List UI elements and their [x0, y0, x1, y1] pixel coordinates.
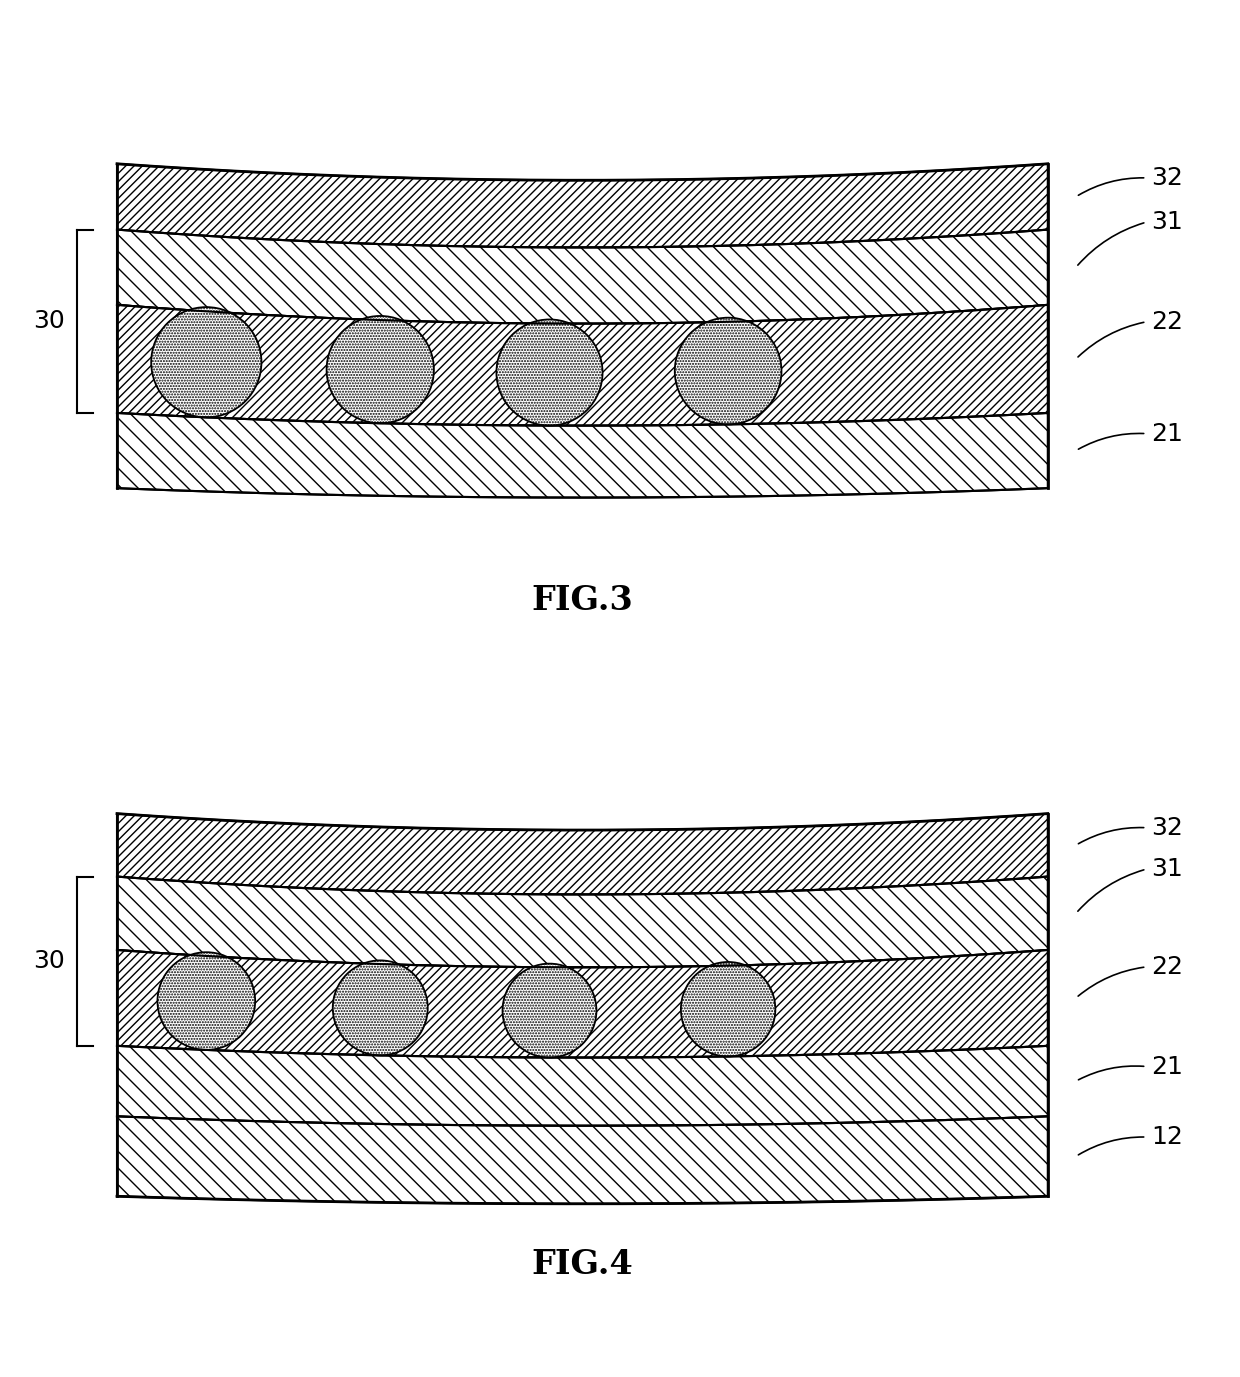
- Text: FIG.3: FIG.3: [532, 584, 634, 617]
- Text: 22: 22: [1151, 954, 1183, 979]
- Polygon shape: [117, 950, 1048, 1058]
- Text: FIG.4: FIG.4: [532, 1249, 634, 1282]
- Circle shape: [496, 319, 603, 425]
- Circle shape: [502, 964, 596, 1058]
- Circle shape: [681, 963, 775, 1056]
- Text: 21: 21: [1151, 421, 1183, 446]
- Text: 31: 31: [1151, 211, 1183, 234]
- Text: 31: 31: [1151, 856, 1183, 881]
- Text: 32: 32: [1151, 165, 1183, 190]
- Text: 12: 12: [1151, 1125, 1183, 1148]
- Text: 32: 32: [1151, 815, 1183, 840]
- Polygon shape: [117, 230, 1048, 324]
- Polygon shape: [117, 877, 1048, 967]
- Text: 22: 22: [1151, 310, 1183, 333]
- Polygon shape: [117, 1117, 1048, 1203]
- Circle shape: [326, 315, 434, 423]
- Text: 21: 21: [1151, 1055, 1183, 1078]
- Polygon shape: [117, 304, 1048, 425]
- Text: 30: 30: [33, 310, 66, 333]
- Polygon shape: [117, 1047, 1048, 1126]
- Circle shape: [332, 960, 428, 1055]
- Polygon shape: [117, 164, 1048, 248]
- Circle shape: [157, 953, 255, 1049]
- Circle shape: [675, 318, 781, 424]
- Circle shape: [151, 307, 262, 417]
- Text: 30: 30: [33, 949, 66, 974]
- Polygon shape: [117, 814, 1048, 895]
- Polygon shape: [117, 413, 1048, 497]
